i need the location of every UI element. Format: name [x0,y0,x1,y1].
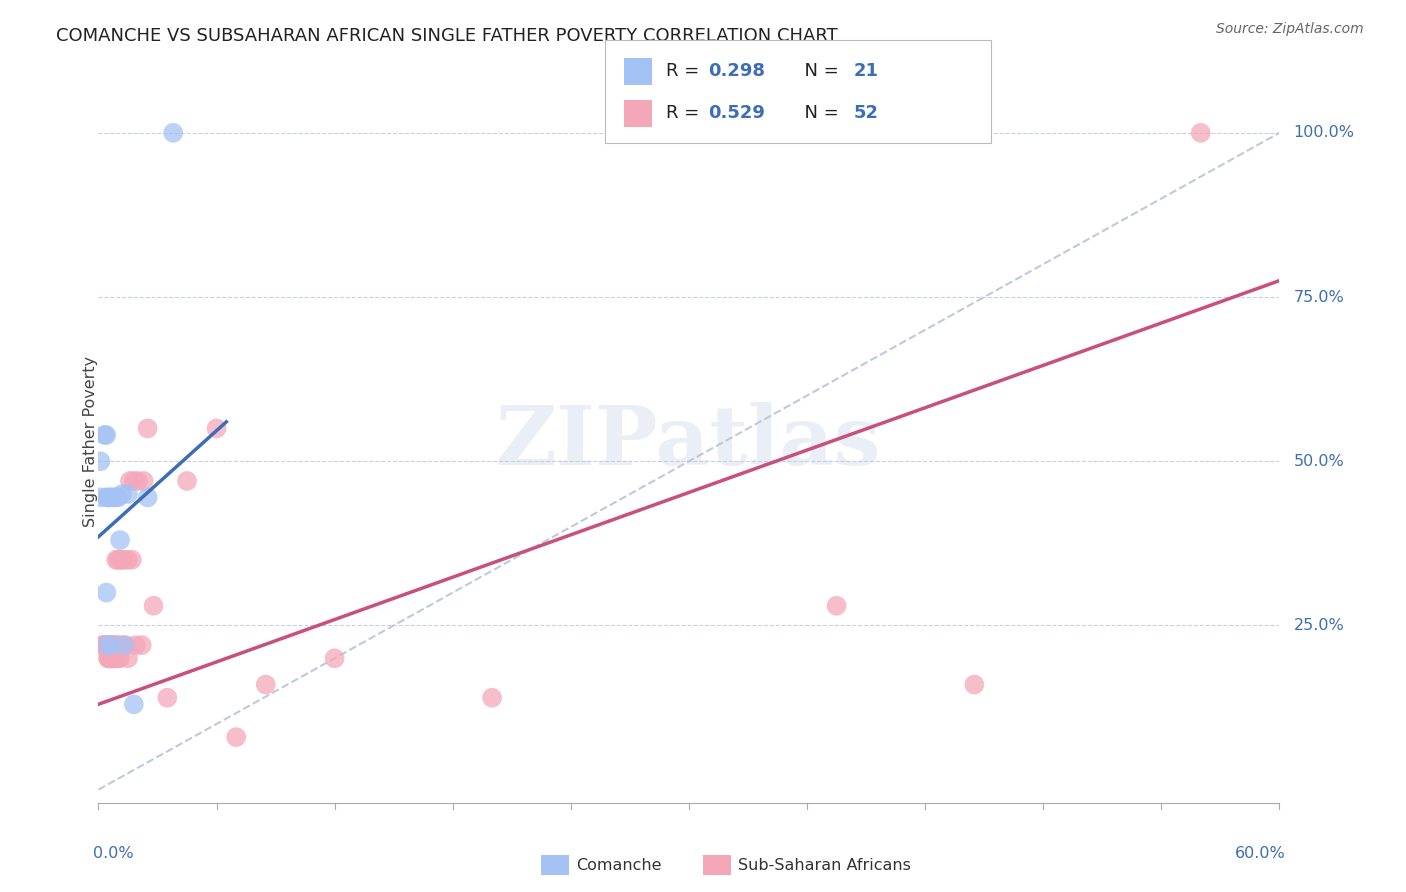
Point [112,553,135,567]
Text: R =: R = [666,62,706,80]
Point [98,638,121,652]
Point [89,454,111,468]
Text: 21: 21 [853,62,879,80]
Text: 52: 52 [853,104,879,122]
Point [131,638,153,652]
Point [89,491,111,505]
Point [103,638,125,652]
Text: 50.0%: 50.0% [1294,454,1344,469]
Point [117,487,139,501]
Text: N =: N = [793,62,845,80]
Point [103,651,125,665]
Point [136,421,159,435]
Text: 0.298: 0.298 [709,62,766,80]
Point [122,474,145,488]
Point [107,491,129,505]
Point [101,491,124,505]
Point [101,651,124,665]
Point [97,651,120,665]
Point [107,638,129,652]
Point [118,474,141,488]
Point [96,638,118,652]
Point [963,677,986,691]
Point [105,651,128,665]
Point [132,474,155,488]
Point [103,651,125,665]
Point [98,651,121,665]
Point [481,690,503,705]
Point [97,491,120,505]
Text: Sub-Saharan Africans: Sub-Saharan Africans [738,858,911,872]
Point [112,638,135,652]
Point [98,651,121,665]
Point [122,698,145,712]
Point [111,553,134,567]
Text: 100.0%: 100.0% [1294,126,1354,140]
Point [156,690,179,705]
Point [205,421,228,435]
Point [108,651,131,665]
Point [97,651,120,665]
Point [96,428,118,442]
Point [103,638,125,652]
Point [93,428,115,442]
Point [101,638,124,652]
Point [117,651,139,665]
Text: 0.0%: 0.0% [93,847,134,861]
Point [176,474,198,488]
Point [98,651,121,665]
Text: R =: R = [666,104,706,122]
Point [108,553,131,567]
Text: N =: N = [793,104,845,122]
Point [111,487,134,501]
Point [127,474,149,488]
Point [98,638,121,652]
Text: 60.0%: 60.0% [1234,847,1285,861]
Point [254,677,277,691]
Point [825,599,848,613]
Text: COMANCHE VS SUBSAHARAN AFRICAN SINGLE FATHER POVERTY CORRELATION CHART: COMANCHE VS SUBSAHARAN AFRICAN SINGLE FA… [56,27,838,45]
Text: Comanche: Comanche [576,858,662,872]
Point [121,553,143,567]
Point [1189,126,1212,140]
Point [105,638,128,652]
Text: 25.0%: 25.0% [1294,618,1344,633]
Point [97,638,120,652]
Point [96,585,118,599]
Point [93,638,115,652]
Point [136,491,159,505]
Point [323,651,346,665]
Point [125,638,148,652]
Point [91,638,114,652]
Point [115,638,138,652]
Text: 75.0%: 75.0% [1294,290,1344,305]
Text: ZIPatlas: ZIPatlas [496,401,882,482]
Point [97,638,120,652]
Point [105,553,128,567]
Point [117,553,139,567]
Point [108,533,131,547]
Point [98,491,121,505]
Point [111,638,134,652]
Point [142,599,165,613]
Point [96,638,118,652]
Point [225,730,247,744]
Text: 0.529: 0.529 [709,104,765,122]
Y-axis label: Single Father Poverty: Single Father Poverty [83,356,97,527]
Point [103,491,125,505]
Point [162,126,184,140]
Point [105,491,128,505]
Text: Source: ZipAtlas.com: Source: ZipAtlas.com [1216,22,1364,37]
Point [107,651,129,665]
Point [101,651,124,665]
Point [96,491,118,505]
Point [93,638,115,652]
Point [107,553,129,567]
